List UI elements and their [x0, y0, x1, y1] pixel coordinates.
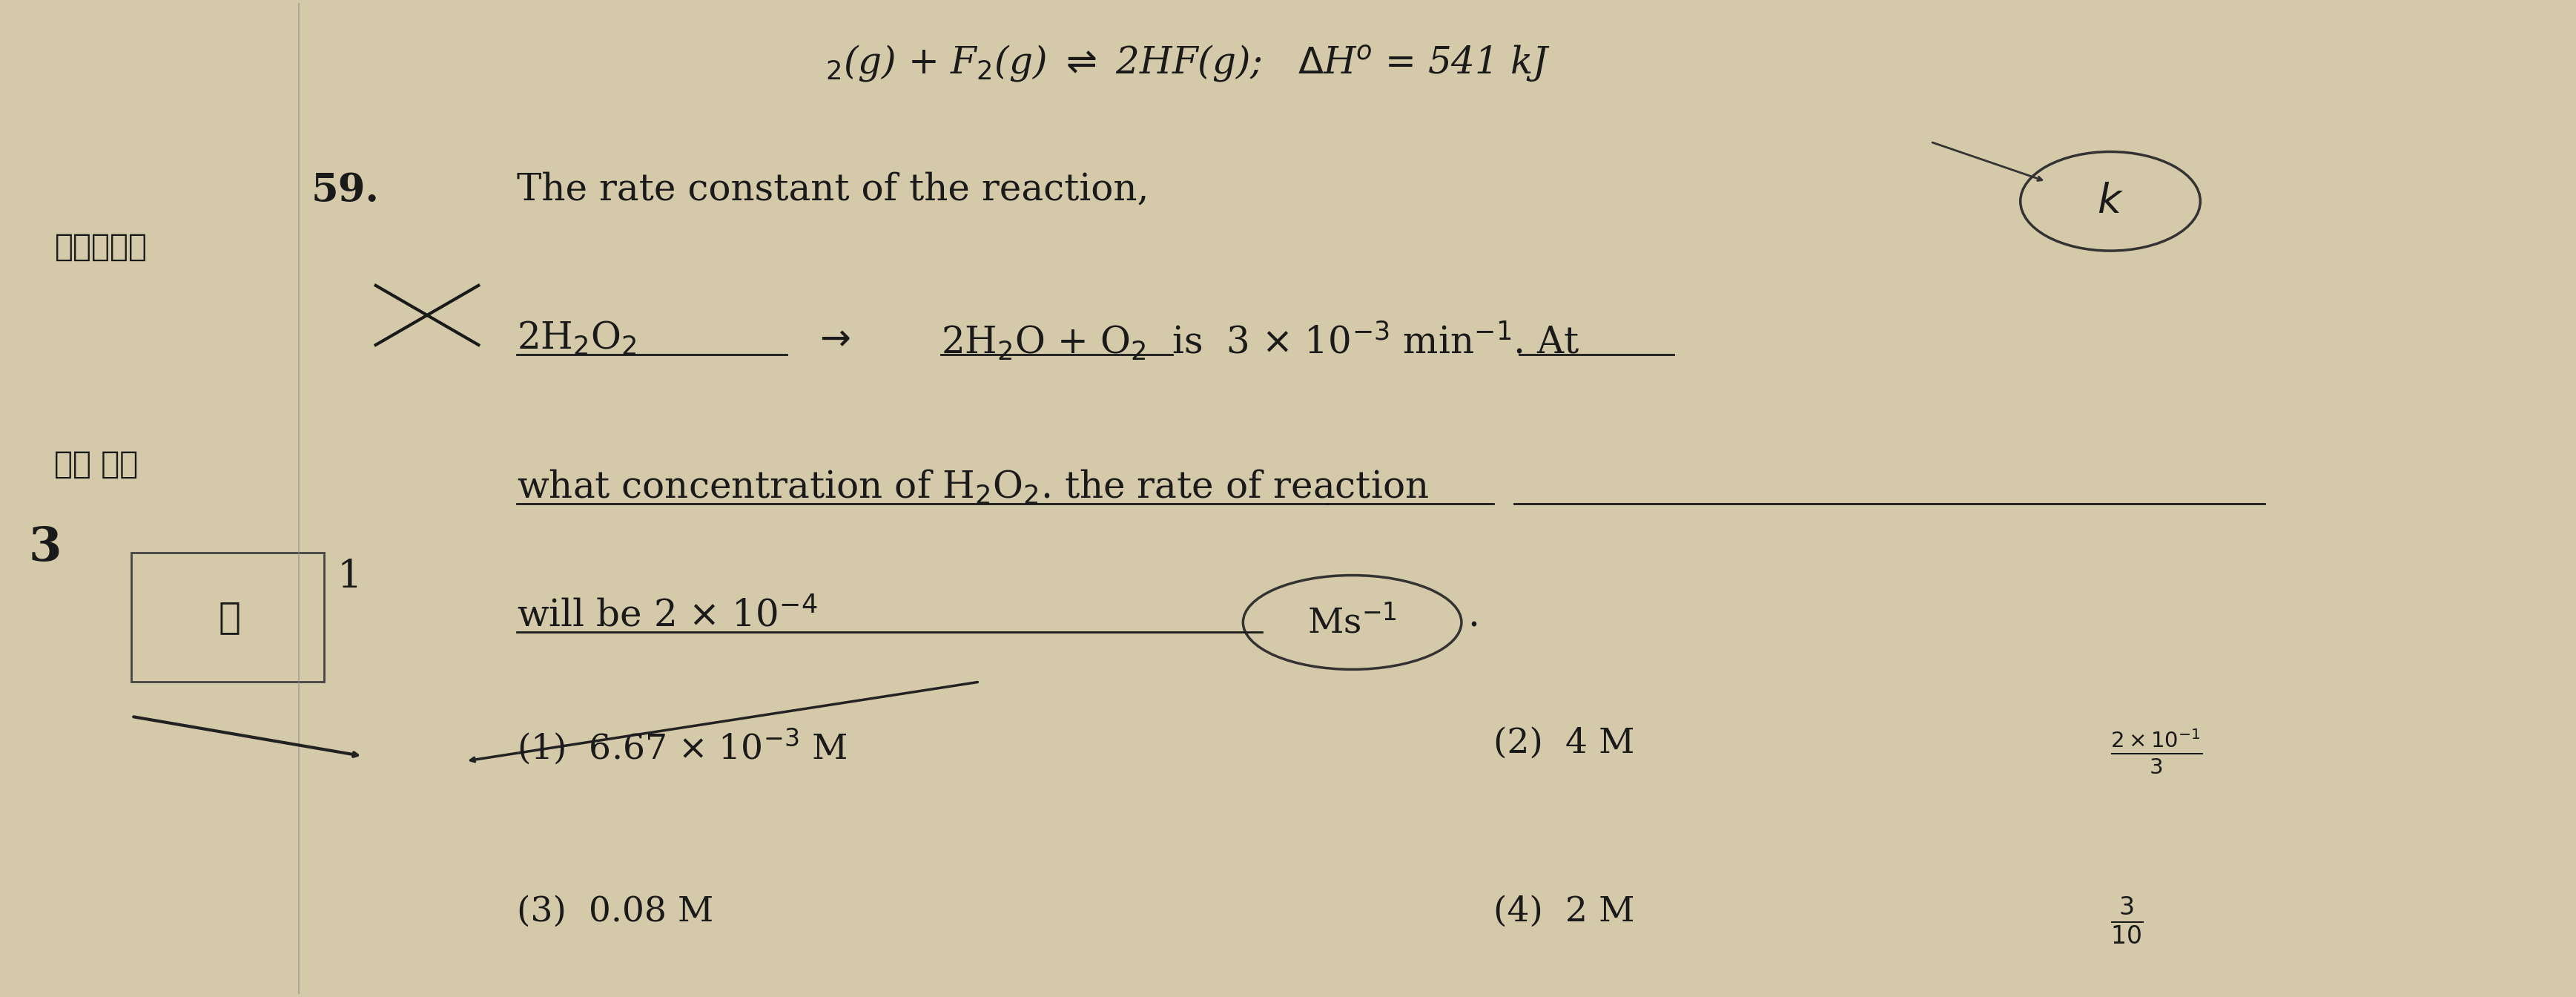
- Text: (1)  6.67 $\times$ 10$^{-3}$ M: (1) 6.67 $\times$ 10$^{-3}$ M: [518, 727, 848, 766]
- Text: यतांक: यतांक: [54, 231, 147, 262]
- Text: .: .: [1468, 597, 1479, 634]
- Text: $\rightarrow$: $\rightarrow$: [811, 320, 850, 357]
- Text: 3: 3: [28, 525, 62, 570]
- Text: (3)  0.08 M: (3) 0.08 M: [518, 895, 714, 928]
- Text: what concentration of H$_{2}$O$_{2}$. the rate of reaction: what concentration of H$_{2}$O$_{2}$. th…: [518, 469, 1430, 506]
- Text: 2H$_{2}$O + O$_{2}$  is  3 $\times$ 10$^{-3}$ min$^{-1}$. At: 2H$_{2}$O + O$_{2}$ is 3 $\times$ 10$^{-…: [940, 320, 1579, 363]
- Text: 2H$_{2}$O$_{2}$: 2H$_{2}$O$_{2}$: [518, 320, 636, 357]
- Text: $\frac{2\times10^{-1}}{3}$: $\frac{2\times10^{-1}}{3}$: [2110, 727, 2202, 776]
- Text: (2)  4 M: (2) 4 M: [1494, 727, 1636, 760]
- Text: 1: 1: [337, 558, 363, 596]
- Text: Ms$^{-1}$: Ms$^{-1}$: [1309, 604, 1396, 640]
- Text: $_{2}$(g) + F$_{2}$(g) $\rightleftharpoons$ 2HF(g);   $\Delta$H$^{o}$ = 541 kJ: $_{2}$(g) + F$_{2}$(g) $\rightleftharpoo…: [824, 43, 1551, 83]
- Text: (4)  2 M: (4) 2 M: [1494, 895, 1636, 928]
- Text: भ: भ: [219, 599, 240, 635]
- Text: The rate constant of the reaction,: The rate constant of the reaction,: [518, 171, 1149, 208]
- Text: ता पर: ता पर: [54, 449, 139, 481]
- Text: $\frac{3}{10}$: $\frac{3}{10}$: [2110, 895, 2143, 946]
- Text: will be 2 $\times$ 10$^{-4}$: will be 2 $\times$ 10$^{-4}$: [518, 597, 817, 634]
- Text: 59.: 59.: [312, 171, 379, 209]
- Text: $\it{k}$: $\it{k}$: [2097, 181, 2123, 221]
